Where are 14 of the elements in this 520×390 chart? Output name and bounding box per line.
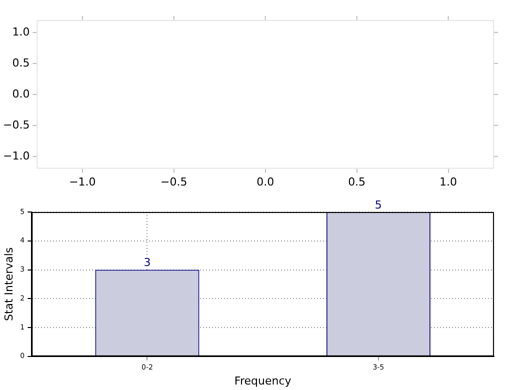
x-tick-label: 0.5 — [348, 175, 366, 188]
y-tick-label: −0.5 — [2, 118, 30, 132]
x-tick-label: −0.5 — [160, 175, 188, 188]
x-axis-title: Frequency — [234, 374, 292, 388]
x-tick-label: −1.0 — [69, 175, 96, 188]
y-tick-label: 0.0 — [12, 87, 30, 100]
y-tick-label: 1.0 — [12, 25, 30, 38]
data-label: 3 — [144, 256, 151, 270]
x-tick-label: 0.0 — [256, 175, 274, 188]
data-label: 5 — [374, 198, 382, 212]
x-tick-label: 1.0 — [440, 175, 458, 188]
y-tick-label: 0.5 — [12, 56, 30, 70]
y-axis-title: Stat Intervals — [2, 247, 16, 322]
y-tick-label: −1.0 — [2, 149, 30, 162]
